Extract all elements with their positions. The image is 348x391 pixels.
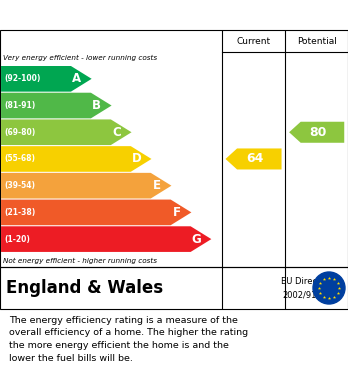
Polygon shape — [226, 149, 282, 169]
Text: 64: 64 — [246, 152, 263, 165]
Text: C: C — [112, 126, 121, 139]
Text: Current: Current — [236, 36, 271, 45]
Text: (81-91): (81-91) — [4, 101, 35, 110]
Text: The energy efficiency rating is a measure of the
overall efficiency of a home. T: The energy efficiency rating is a measur… — [9, 316, 248, 363]
Text: Potential: Potential — [297, 36, 337, 45]
Polygon shape — [1, 93, 112, 118]
Polygon shape — [1, 199, 191, 225]
Text: (69-80): (69-80) — [4, 128, 35, 137]
Text: EU Directive: EU Directive — [281, 277, 333, 286]
Text: B: B — [92, 99, 101, 112]
Text: E: E — [152, 179, 160, 192]
Text: (1-20): (1-20) — [4, 235, 30, 244]
Text: 80: 80 — [309, 126, 326, 139]
Text: Not energy efficient - higher running costs: Not energy efficient - higher running co… — [3, 258, 158, 264]
Text: A: A — [72, 72, 81, 85]
Polygon shape — [1, 173, 172, 199]
Polygon shape — [1, 66, 92, 91]
Text: D: D — [132, 152, 142, 165]
Text: 2002/91/EC: 2002/91/EC — [283, 291, 331, 300]
Text: G: G — [191, 233, 201, 246]
Text: Very energy efficient - lower running costs: Very energy efficient - lower running co… — [3, 55, 158, 61]
Text: (92-100): (92-100) — [4, 74, 41, 83]
Text: F: F — [173, 206, 181, 219]
Polygon shape — [1, 119, 132, 145]
Text: England & Wales: England & Wales — [6, 279, 163, 297]
Text: (21-38): (21-38) — [4, 208, 35, 217]
Polygon shape — [1, 146, 151, 172]
Text: (55-68): (55-68) — [4, 154, 35, 163]
Circle shape — [313, 272, 345, 304]
Text: Energy Efficiency Rating: Energy Efficiency Rating — [9, 7, 211, 23]
Polygon shape — [1, 226, 211, 252]
Text: (39-54): (39-54) — [4, 181, 35, 190]
Polygon shape — [289, 122, 344, 143]
